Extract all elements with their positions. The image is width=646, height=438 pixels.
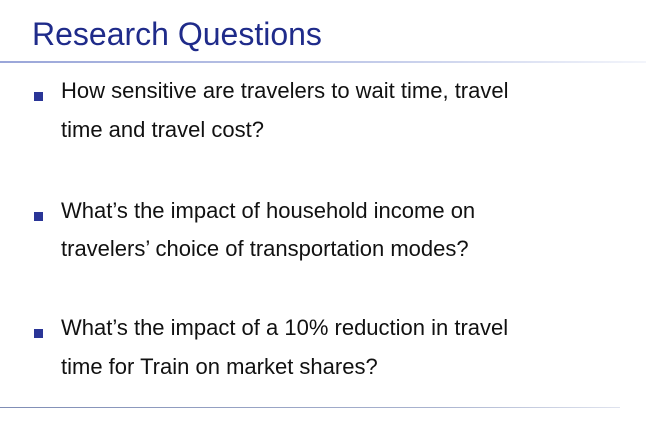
bullet-text-line: time and travel cost? — [61, 117, 264, 142]
square-bullet-icon — [34, 329, 43, 338]
square-bullet-icon — [34, 92, 43, 101]
bullet-list: How sensitive are travelers to wait time… — [34, 78, 509, 379]
bottom-divider — [0, 407, 620, 408]
bullet-text-line: time for Train on market shares? — [61, 354, 378, 379]
bullet-text-line: What’s the impact of a 10% reduction in … — [61, 315, 509, 340]
bullet-text-line: How sensitive are travelers to wait time… — [61, 78, 509, 103]
bullet-text-line: travelers’ choice of transportation mode… — [61, 236, 469, 261]
bullet-text-line: What’s the impact of household income on — [61, 198, 476, 223]
slide-title: Research Questions — [32, 16, 322, 52]
square-bullet-icon — [34, 212, 43, 221]
title-divider — [0, 61, 646, 63]
